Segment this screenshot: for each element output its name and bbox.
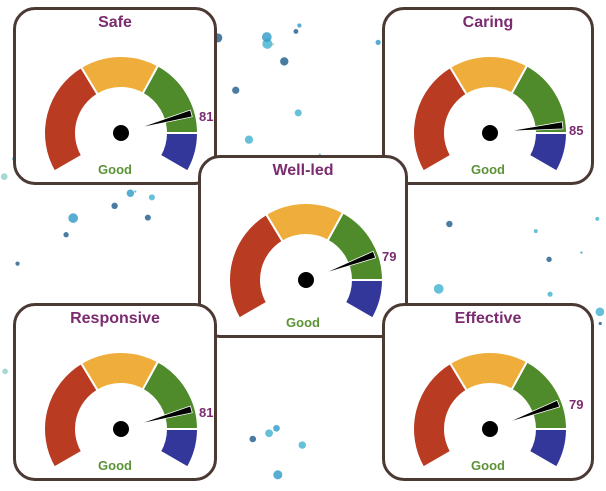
gauge-card-well-led: Well-led 79 Good <box>198 155 408 338</box>
gauge-band-blue <box>158 428 200 469</box>
paint-splatter-dot <box>265 429 273 438</box>
gauge-dial <box>228 202 385 320</box>
gauge-band-blue <box>343 279 385 320</box>
gauge-needle <box>506 399 561 424</box>
paint-splatter-dot <box>148 194 155 201</box>
paint-splatter-dot <box>375 39 381 46</box>
gauge-card-safe: Safe 81 Good <box>13 7 217 185</box>
gauge-dial <box>412 55 569 173</box>
gauge-band-blue <box>527 428 569 469</box>
paint-splatter-dot <box>598 321 602 326</box>
paint-splatter-dot <box>0 173 8 180</box>
paint-splatter-dot <box>249 435 257 443</box>
paint-splatter-dot <box>297 23 302 28</box>
gauge-band-blue <box>158 132 200 173</box>
paint-splatter-dot <box>144 214 151 221</box>
gauge-status: Good <box>98 458 132 473</box>
gauge-status: Good <box>471 458 505 473</box>
gauge-card-responsive: Responsive 81 Good <box>13 303 217 481</box>
gauge-needle <box>507 121 564 132</box>
gauge-value: 81 <box>199 405 214 420</box>
gauge-needle-hub <box>113 421 129 437</box>
gauge-needle-hub <box>113 125 129 141</box>
paint-splatter-dot <box>273 470 283 480</box>
gauge-card-effective: Effective 79 Good <box>382 303 594 481</box>
paint-splatter-dot <box>273 424 280 432</box>
paint-splatter-dot <box>68 213 79 223</box>
gauge-status: Good <box>98 162 132 177</box>
gauge-needle-hub <box>298 272 314 288</box>
gauge-needle <box>138 109 193 129</box>
paint-splatter-dot <box>126 189 135 197</box>
gauge-needle <box>138 405 193 425</box>
paint-splatter-dot <box>547 291 553 297</box>
gauge-title: Well-led <box>272 162 334 179</box>
paint-splatter-dot <box>298 441 307 449</box>
paint-splatter-dot <box>446 220 453 228</box>
paint-splatter-dot <box>232 86 240 94</box>
paint-splatter-dot <box>595 307 605 317</box>
gauge-dial <box>43 55 200 173</box>
paint-splatter-dot <box>271 43 275 46</box>
gauge-band-blue <box>527 132 569 173</box>
paint-splatter-dot <box>244 135 254 144</box>
paint-splatter-dot <box>134 190 137 193</box>
paint-splatter-dot <box>111 202 118 210</box>
gauge-value: 81 <box>199 109 214 124</box>
paint-splatter-dot <box>261 32 272 42</box>
gauge-card-caring: Caring 85 Good <box>382 7 594 185</box>
paint-splatter-dot <box>280 57 289 66</box>
gauge-status: Good <box>471 162 505 177</box>
paint-splatter-dot <box>2 368 8 375</box>
gauge-title: Safe <box>98 14 132 31</box>
paint-splatter-dot <box>580 251 583 254</box>
gauge-value: 85 <box>569 123 584 138</box>
paint-splatter-dot <box>533 229 538 234</box>
gauge-title: Responsive <box>70 310 160 327</box>
paint-splatter-dot <box>595 216 600 221</box>
paint-splatter-dot <box>546 256 552 263</box>
gauge-dial <box>412 351 569 469</box>
gauge-dial <box>43 351 200 469</box>
paint-splatter-dot <box>294 109 302 117</box>
gauge-needle <box>322 250 377 275</box>
gauge-title: Caring <box>462 14 514 31</box>
gauge-value: 79 <box>569 397 584 412</box>
paint-splatter-dot <box>433 283 444 294</box>
gauge-value: 79 <box>382 249 397 264</box>
gauge-title: Effective <box>454 310 522 327</box>
gauge-needle-hub <box>482 421 498 437</box>
paint-splatter-dot <box>63 232 69 238</box>
paint-splatter-dot <box>293 29 299 34</box>
gauge-needle-hub <box>482 125 498 141</box>
paint-splatter-dot <box>15 261 20 266</box>
gauge-status: Good <box>286 315 320 330</box>
